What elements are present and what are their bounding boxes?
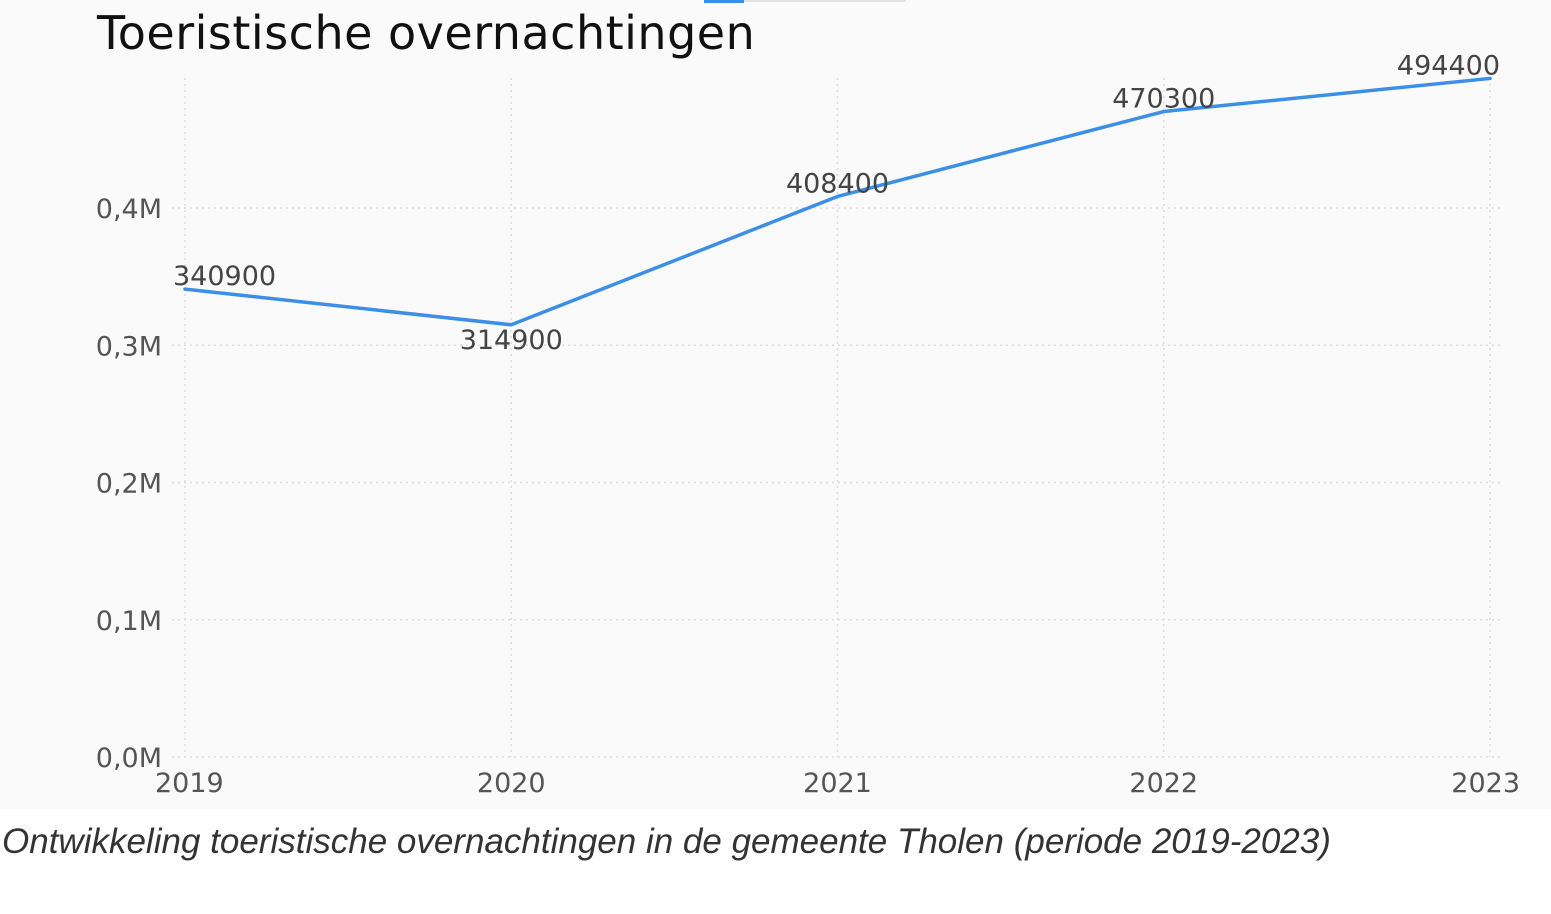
y-tick-label: 0,3M [96, 331, 162, 362]
y-tick-label: 0,4M [96, 194, 162, 225]
y-tick-label: 0,2M [96, 469, 162, 500]
x-tick-label: 2023 [1451, 768, 1520, 799]
chart-panel: Toeristische overnachtingen 0,0M 0,1M 0,2M… [95, 0, 1520, 799]
y-tick-label: 0,0M [96, 743, 162, 774]
chart-title: Toeristische overnachtingen [97, 6, 756, 60]
data-label: 494400 [1397, 50, 1500, 81]
x-tick-label: 2022 [1129, 768, 1198, 799]
data-label: 408400 [786, 168, 889, 199]
series-line [183, 76, 1492, 327]
x-tick-label: 2020 [477, 768, 546, 799]
x-tick-label: 2021 [803, 768, 872, 799]
data-label: 314900 [460, 325, 563, 356]
x-tick-label: 2019 [155, 768, 224, 799]
y-tick-label: 0,1M [96, 606, 162, 637]
data-label: 470300 [1112, 84, 1215, 115]
data-label: 340900 [173, 261, 276, 292]
figure-caption: Ontwikkeling toeristische overnachtingen… [2, 822, 1331, 861]
legend-scroll-track [744, 0, 906, 2]
line-chart: 0,0M 0,1M 0,2M 0,3M 0,4M 2019 2020 2021 2022 2023… [96, 50, 1520, 799]
legend-swatch [704, 0, 744, 3]
